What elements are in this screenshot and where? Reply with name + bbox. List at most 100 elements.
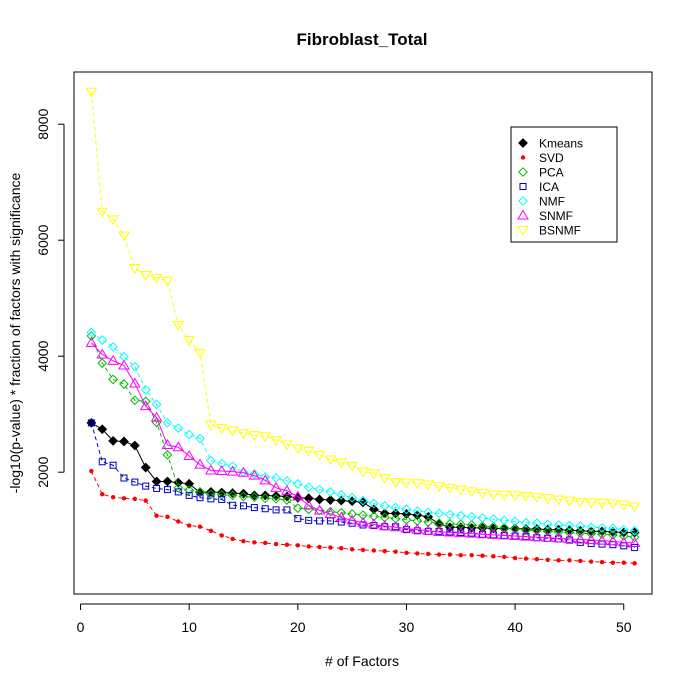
data-point-snmf: [85, 336, 98, 347]
data-point-pca: [282, 495, 292, 505]
series-bsnmf: [85, 87, 641, 513]
data-point-bsnmf: [617, 500, 630, 511]
data-point-snmf: [520, 530, 532, 541]
data-point-svd: [458, 552, 463, 558]
data-point-snmf: [335, 511, 348, 522]
x-tick-label: 50: [616, 619, 632, 635]
data-point-snmf: [596, 534, 608, 545]
series-line-snmf: [91, 342, 635, 544]
legend-label-pca: PCA: [539, 166, 564, 180]
data-point-svd: [415, 551, 420, 556]
data-point-svd: [545, 557, 550, 562]
y-tick-label: 8000: [35, 108, 51, 139]
data-point-bsnmf: [400, 478, 413, 489]
x-tick-label: 40: [507, 619, 523, 635]
data-point-bsnmf: [346, 461, 359, 472]
data-point-kmeans: [303, 493, 314, 504]
data-point-ica: [413, 527, 421, 535]
data-point-svd: [339, 545, 344, 551]
data-point-snmf: [270, 481, 282, 492]
data-point-nmf: [445, 509, 455, 520]
data-point-snmf: [541, 531, 554, 542]
data-point-bsnmf: [237, 429, 250, 440]
legend-label-snmf: SNMF: [539, 209, 573, 223]
series-layer: [85, 87, 641, 566]
data-point-snmf: [183, 449, 196, 460]
data-point-snmf: [357, 516, 369, 527]
series-pca: [86, 330, 640, 543]
data-point-bsnmf: [367, 469, 380, 480]
series-line-kmeans: [91, 422, 635, 534]
legend-label-bsnmf: BSNMF: [539, 224, 581, 238]
data-point-bsnmf: [118, 231, 130, 242]
y-axis-label: -log10(p-value) * fraction of factors wi…: [7, 172, 23, 493]
data-point-nmf: [477, 513, 488, 523]
data-point-svd: [436, 552, 442, 557]
data-point-pca: [184, 485, 195, 496]
data-point-ica: [359, 521, 367, 529]
data-point-snmf: [118, 359, 130, 370]
data-point-snmf: [530, 531, 543, 542]
data-point-nmf: [564, 520, 575, 531]
data-point-snmf: [281, 484, 293, 495]
data-point-bsnmf: [596, 498, 608, 509]
data-point-ica: [218, 495, 226, 503]
data-point-ica: [402, 526, 410, 534]
data-point-pca: [618, 531, 629, 541]
data-point-svd: [393, 549, 398, 554]
data-point-ica: [153, 484, 161, 492]
data-point-kmeans: [260, 490, 271, 501]
data-point-svd: [610, 560, 616, 565]
y-tick-label: 4000: [35, 340, 51, 371]
data-point-bsnmf: [96, 207, 109, 218]
data-point-ica: [370, 522, 378, 530]
data-point-snmf: [617, 536, 630, 547]
data-point-ica: [294, 515, 302, 523]
data-point-bsnmf: [585, 498, 598, 509]
data-point-bsnmf: [487, 490, 500, 501]
data-point-nmf: [173, 423, 184, 434]
data-point-snmf: [313, 504, 326, 515]
data-point-nmf: [97, 335, 108, 345]
plot-frame: [73, 71, 653, 595]
data-point-bsnmf: [215, 424, 228, 435]
data-point-kmeans: [162, 476, 173, 487]
data-point-snmf: [172, 441, 185, 452]
data-point-bsnmf: [530, 493, 543, 504]
data-point-svd: [165, 514, 170, 520]
data-point-nmf: [336, 489, 347, 500]
data-point-snmf: [465, 527, 478, 538]
data-point-svd: [599, 559, 605, 565]
data-point-svd: [197, 524, 203, 529]
data-point-bsnmf: [194, 348, 206, 359]
data-point-snmf: [585, 534, 598, 545]
data-point-snmf: [291, 490, 304, 501]
data-point-ica: [87, 419, 95, 427]
data-point-svd: [502, 554, 507, 560]
data-point-svd: [219, 533, 224, 538]
data-point-bsnmf: [270, 436, 282, 447]
y-tick-label: 6000: [35, 224, 51, 255]
data-point-ica: [109, 461, 117, 469]
data-point-ica: [261, 505, 269, 513]
data-point-svd: [360, 547, 366, 553]
data-point-kmeans: [271, 491, 281, 501]
y-axis: 2000 4000 6000 8000: [35, 108, 65, 488]
data-point-pca: [205, 489, 216, 500]
data-point-ica: [631, 544, 639, 552]
data-point-snmf: [509, 530, 521, 540]
data-point-nmf: [597, 522, 607, 533]
data-point-svd: [143, 498, 148, 503]
data-point-svd: [404, 550, 409, 556]
data-point-ica: [98, 458, 106, 466]
data-point-svd: [176, 519, 181, 524]
data-point-nmf: [607, 523, 618, 534]
data-point-pca: [597, 529, 607, 540]
data-point-bsnmf: [433, 482, 445, 493]
data-point-nmf: [216, 458, 227, 469]
chart-title: Fibroblast_Total: [297, 30, 428, 49]
legend-marker-svd: [520, 155, 526, 160]
data-point-bsnmf: [563, 496, 576, 507]
legend-box: [510, 126, 618, 243]
data-point-ica: [565, 536, 573, 544]
